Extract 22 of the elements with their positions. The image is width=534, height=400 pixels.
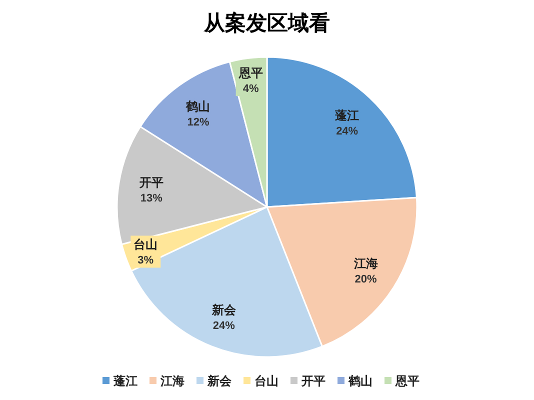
- data-label: 12%: [187, 116, 210, 128]
- data-label: 13%: [140, 192, 163, 205]
- legend-label: 开平: [300, 374, 326, 388]
- data-label: 24%: [336, 126, 358, 138]
- slice-label: 台山: [134, 238, 158, 252]
- data-label: 3%: [138, 254, 154, 267]
- data-label: 24%: [212, 320, 236, 332]
- legend-label: 鹤山: [348, 374, 372, 388]
- legend-label: 江海: [160, 374, 184, 388]
- slice-label: 开平: [138, 176, 164, 190]
- slice-label: 恩平: [238, 66, 263, 80]
- data-label: 20%: [354, 274, 378, 286]
- chart-title: 从案发区域看: [203, 11, 330, 35]
- slice-label: 新会: [210, 302, 237, 317]
- legend-label: 台山: [254, 374, 278, 388]
- legend-label: 新会: [206, 374, 232, 388]
- legend-label: 恩平: [394, 374, 420, 388]
- slice-label: 鹤山: [185, 99, 210, 114]
- data-label: 4%: [242, 83, 259, 96]
- slice-label: 蓬江: [334, 108, 360, 123]
- legend-label: 蓬江: [112, 374, 138, 388]
- slice-label: 江海: [352, 256, 378, 271]
